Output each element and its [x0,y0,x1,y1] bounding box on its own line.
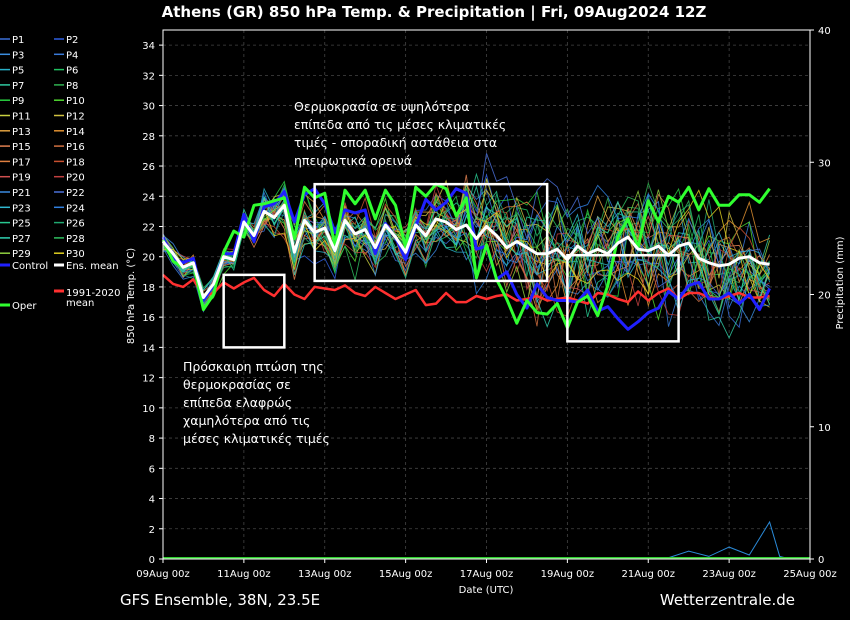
legend-label-22: P23 [12,203,31,214]
annotation-1: Πρόσκαιρη πτώση της θερμοκρασίας σε επίπεδ… [183,359,330,446]
legend-label-4: P5 [12,66,24,77]
legend-label-7: P8 [66,81,78,92]
y-tick-label-2: 4 [149,495,155,506]
y-tick-label-6: 12 [142,374,155,385]
y-tick-label-7: 14 [142,343,155,354]
legend-label-27: P28 [66,234,85,245]
legend-label-18: P19 [12,173,31,184]
series-line-control [161,187,771,331]
legend-label-29: P30 [66,249,85,260]
y-tick-label-0: 0 [149,555,155,566]
x-tick-label-3: 15Aug 00z [379,569,432,580]
x-axis-label: Date (UTC) [459,585,514,596]
main-series-lines [161,182,771,331]
highlight-box-1 [313,182,549,283]
x-tick-label-0: 09Aug 00z [136,569,189,580]
annotation-0: Θερμοκρασία σε υψηλότερα επίπεδα από τις … [294,99,506,168]
y-axis-label: 850 hPa Temp. (°C) [126,248,137,344]
legend-label-26: P27 [12,234,31,245]
y2-tick-label-4: 40 [818,26,831,37]
y2-axis-label: Precipitation (mm) [835,236,846,329]
legend-label-33: 1991-2020 mean [66,288,121,309]
legend-label-17: P18 [66,157,85,168]
x-tick-label-2: 13Aug 00z [298,569,351,580]
y2-tick-label-1: 10 [818,423,831,434]
y-tick-label-17: 34 [142,41,155,52]
y2-tick-label-2: 20 [818,291,831,302]
legend-label-5: P6 [66,66,78,77]
y-tick-label-8: 16 [142,313,155,324]
highlight-box-0 [222,273,286,349]
y-tick-label-5: 10 [142,404,155,415]
y-tick-label-4: 8 [149,434,155,445]
chart-title: Athens (GR) 850 hPa Temp. & Precipitatio… [162,3,707,22]
legend: P1 P2 P3 P4 P5 P6 P7 P8 P9 P10 P11 P12 P13 P14 P15 P16 P… [0,35,121,312]
legend-label-8: P9 [12,96,24,107]
legend-label-32: Oper [12,301,37,312]
footer-site: Wetterzentrale.de [660,591,795,609]
legend-label-0: P1 [12,35,24,46]
y-tick-label-1: 2 [149,525,155,536]
highlight-box-2 [566,253,680,343]
legend-label-24: P25 [12,219,31,230]
y2-tick-label-3: 30 [818,158,831,169]
legend-label-19: P20 [66,173,85,184]
legend-label-6: P7 [12,81,24,92]
legend-label-3: P4 [66,50,78,61]
legend-label-16: P17 [12,157,31,168]
y-tick-label-3: 6 [149,464,155,475]
legend-label-14: P15 [12,142,31,153]
series-line-1991-2020-mean [162,273,770,307]
legend-label-30: Control [12,261,48,272]
y-tick-label-11: 22 [142,222,155,233]
y-tick-label-14: 28 [142,132,155,143]
y-tick-label-15: 30 [142,102,155,113]
legend-label-13: P14 [66,127,85,138]
y-tick-label-13: 26 [142,162,155,173]
highlight-boxes [222,182,680,349]
footer-model-info: GFS Ensemble, 38N, 23.5E [120,591,320,609]
series-line-oper [161,182,771,330]
legend-label-28: P29 [12,249,31,260]
x-tick-label-1: 11Aug 00z [217,569,270,580]
legend-label-9: P10 [66,96,85,107]
legend-label-31: Ens. mean [66,261,119,272]
legend-label-12: P13 [12,127,31,138]
legend-label-20: P21 [12,188,31,199]
legend-label-11: P12 [66,112,85,123]
legend-label-15: P16 [66,142,85,153]
precip-line [607,520,790,560]
y-tick-label-9: 18 [142,283,155,294]
x-tick-label-7: 23Aug 00z [702,569,755,580]
legend-label-23: P24 [66,203,85,214]
legend-label-21: P22 [66,188,85,199]
legend-label-2: P3 [12,50,24,61]
x-tick-label-6: 21Aug 00z [622,569,675,580]
legend-label-10: P11 [12,112,31,123]
legend-label-25: P26 [66,219,85,230]
y2-tick-label-0: 0 [818,555,824,566]
y-tick-label-10: 20 [142,253,155,264]
x-tick-label-5: 19Aug 00z [541,569,594,580]
x-tick-label-8: 25Aug 00z [783,569,836,580]
axes: 0246810121416182022242628303234010203040… [136,26,836,580]
y-tick-label-12: 24 [142,192,155,203]
legend-label-1: P2 [66,35,78,46]
x-tick-label-4: 17Aug 00z [460,569,513,580]
annotations: Θερμοκρασία σε υψηλότερα επίπεδα από τις … [183,99,506,446]
y-tick-label-16: 32 [142,71,155,82]
grid-lines [162,30,811,560]
